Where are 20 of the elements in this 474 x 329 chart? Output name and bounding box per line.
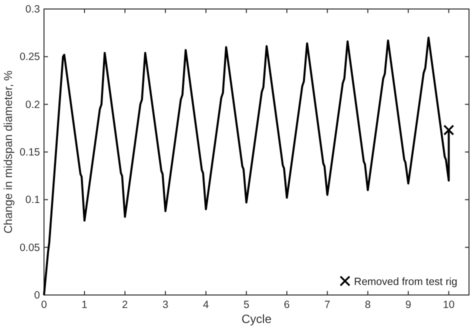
x-tick-label: 7 <box>324 299 330 311</box>
x-tick-label: 8 <box>364 299 371 311</box>
y-tick-label: 0.1 <box>25 194 40 206</box>
x-tick-label: 5 <box>243 299 250 311</box>
y-tick-label: 0.2 <box>25 98 40 111</box>
y-tick-label: 0.3 <box>25 4 40 16</box>
x-tick-label: 1 <box>82 299 88 311</box>
y-axis-title: Change in midspan diameter, % <box>3 70 15 234</box>
x-tick-label: 6 <box>284 299 290 311</box>
x-tick-label: 4 <box>202 299 209 311</box>
y-tick-label: 0.25 <box>20 51 40 64</box>
x-tick-label: 10 <box>442 299 455 311</box>
x-tick-label: 9 <box>405 299 412 311</box>
y-tick-label: 0.05 <box>20 242 40 254</box>
legend-label: Removed from test rig <box>354 276 458 288</box>
x-tick-label: 3 <box>162 299 169 311</box>
x-tick-label: 2 <box>122 299 128 311</box>
y-tick-label: 0.15 <box>20 146 40 158</box>
x-axis-title: Cycle <box>241 312 272 326</box>
y-tick-label: 0 <box>34 290 40 302</box>
